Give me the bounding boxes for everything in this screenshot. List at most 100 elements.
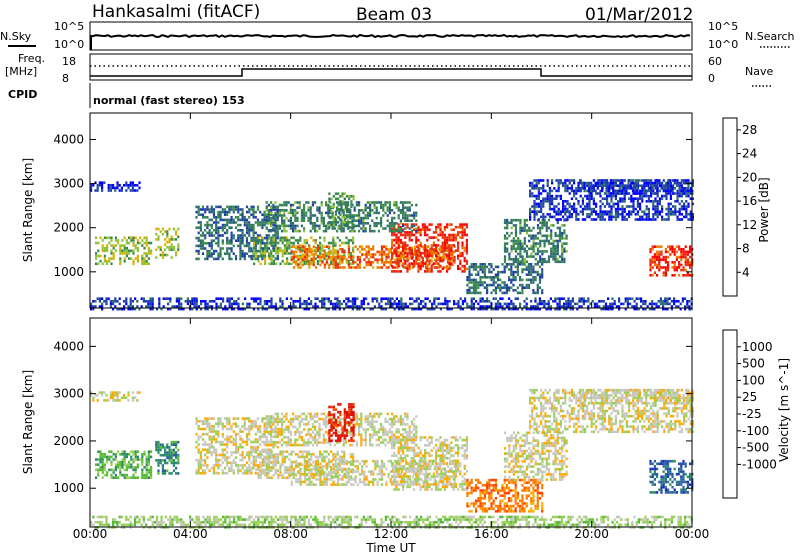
data-cell <box>378 302 381 306</box>
data-cell <box>463 264 466 268</box>
data-cell <box>667 213 670 216</box>
data-cell <box>314 214 317 217</box>
data-cell <box>475 268 478 271</box>
data-cell <box>435 251 438 255</box>
data-cell <box>327 241 330 245</box>
data-cell <box>314 201 317 204</box>
data-cell <box>382 297 385 300</box>
data-cell <box>228 427 231 431</box>
data-cell <box>217 210 220 214</box>
data-cell <box>303 241 306 245</box>
data-cell <box>338 224 341 228</box>
data-cell <box>430 270 433 273</box>
data-cell <box>150 450 153 453</box>
data-cell <box>671 189 674 193</box>
data-cell <box>168 453 171 457</box>
data-cell <box>226 435 229 439</box>
data-cell <box>97 471 100 474</box>
data-cell <box>197 226 200 229</box>
data-cell <box>599 215 602 219</box>
data-cell <box>301 245 304 248</box>
data-cell <box>96 184 99 187</box>
data-cell <box>350 202 353 206</box>
data-cell <box>141 257 144 260</box>
data-cell <box>121 239 124 242</box>
data-cell <box>653 258 656 261</box>
data-cell <box>550 242 553 245</box>
data-cell <box>452 236 455 239</box>
data-cell <box>221 453 224 457</box>
data-cell <box>325 227 328 230</box>
data-cell <box>393 222 396 225</box>
data-cell <box>95 241 98 245</box>
data-cell <box>121 252 124 255</box>
data-cell <box>343 197 346 201</box>
data-cell <box>653 302 656 306</box>
data-cell <box>230 440 233 444</box>
data-cell <box>601 184 604 187</box>
data-cell <box>358 201 361 204</box>
data-cell <box>338 239 341 242</box>
data-cell <box>608 202 611 206</box>
data-cell <box>542 189 545 193</box>
data-cell <box>391 257 394 260</box>
data-cell <box>230 208 233 211</box>
data-cell <box>435 236 438 239</box>
data-cell <box>270 206 273 209</box>
data-cell <box>157 461 160 465</box>
data-cell <box>438 263 441 267</box>
data-cell <box>638 192 641 195</box>
data-cell <box>406 225 409 229</box>
data-cell <box>358 219 361 222</box>
data-cell <box>215 440 218 444</box>
data-cell <box>568 187 571 190</box>
data-cell <box>552 247 555 251</box>
data-cell <box>164 248 167 252</box>
data-cell <box>265 206 268 209</box>
data-cell <box>561 237 564 240</box>
data-cell <box>676 215 679 219</box>
data-cell <box>159 253 162 257</box>
data-cell <box>223 208 227 211</box>
data-cell <box>234 255 238 258</box>
data-cell <box>537 179 540 182</box>
data-cell <box>530 229 533 232</box>
data-cell <box>103 236 106 240</box>
data-cell <box>248 244 251 248</box>
data-cell <box>234 417 238 420</box>
data-cell <box>391 270 394 273</box>
data-cell <box>147 252 150 255</box>
data-cell <box>503 281 506 284</box>
data-cell <box>106 471 109 474</box>
data-cell <box>542 202 545 206</box>
data-cell <box>281 305 284 308</box>
data-cell <box>651 305 654 308</box>
data-cell <box>455 302 458 306</box>
data-cell <box>168 248 171 252</box>
data-cell <box>463 270 466 273</box>
data-cell <box>564 187 567 190</box>
data-cell <box>375 211 378 215</box>
data-cell <box>112 399 115 402</box>
data-cell <box>118 399 121 402</box>
data-cell <box>669 248 672 251</box>
data-cell <box>281 214 284 217</box>
data-cell <box>567 300 570 303</box>
data-cell <box>347 255 351 259</box>
data-cell <box>222 300 225 303</box>
data-cell <box>369 307 372 311</box>
data-cell <box>435 297 438 300</box>
data-cell <box>145 463 148 466</box>
data-cell <box>175 461 178 465</box>
data-cell <box>361 253 364 256</box>
data-cell <box>631 305 634 308</box>
data-cell <box>327 300 330 303</box>
data-cell <box>404 216 407 220</box>
data-cell <box>347 245 351 248</box>
data-cell <box>435 254 438 258</box>
data-cell <box>272 247 275 250</box>
data-cell <box>248 208 251 211</box>
data-cell <box>334 192 338 195</box>
data-cell <box>539 239 542 243</box>
data-cell <box>443 244 446 247</box>
